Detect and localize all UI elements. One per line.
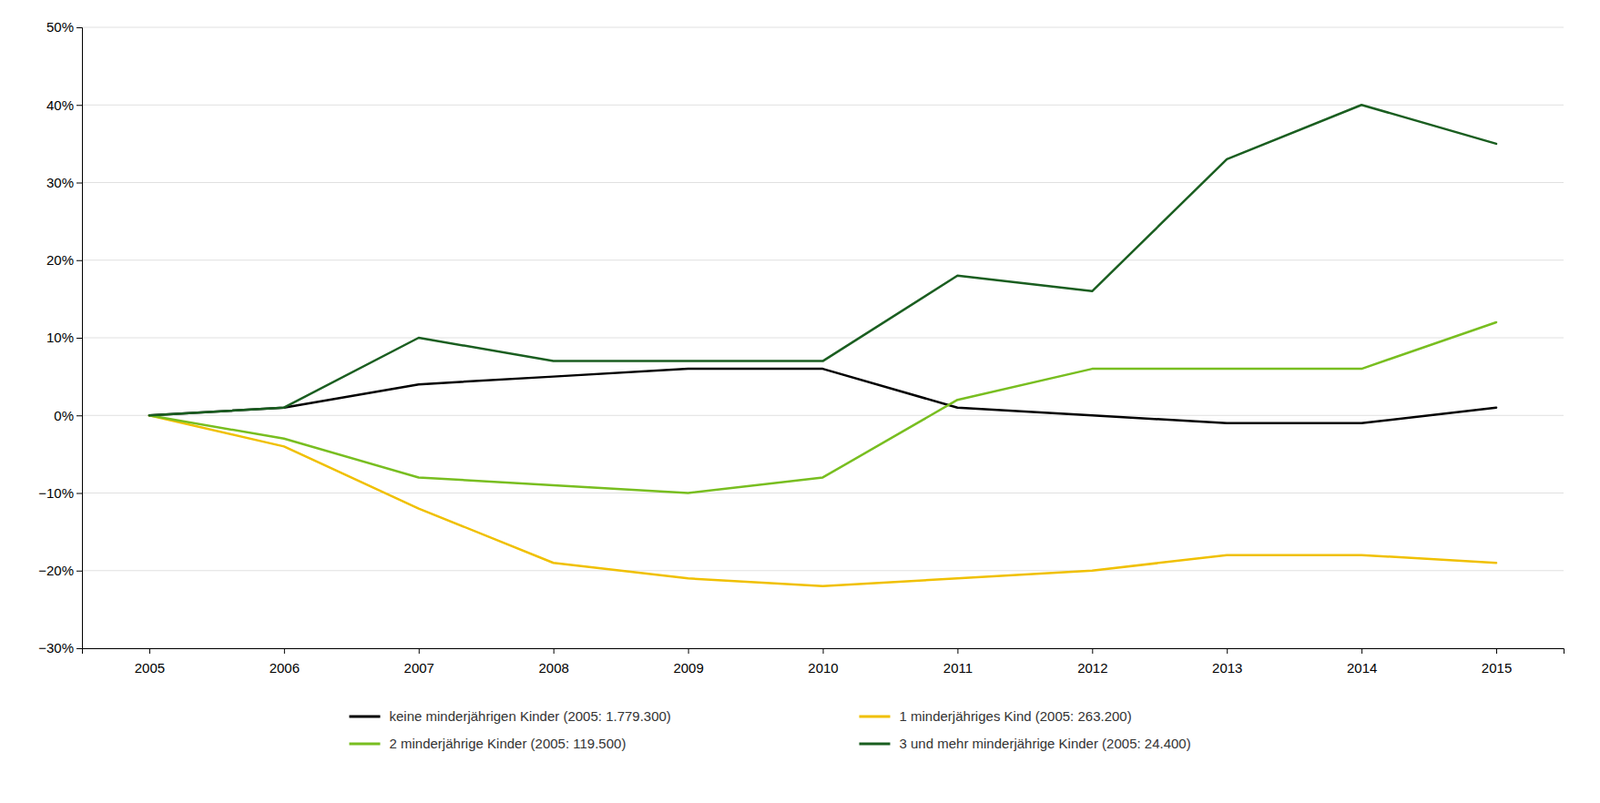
series-line — [149, 368, 1497, 424]
axis-line — [76, 28, 83, 650]
x-axis: 2005 2006 2007 2008 2009 2010 2011 2012 2013 2014… — [82, 648, 1565, 676]
legend-label: 1 minderjähriges Kind (2005: 263.200) — [899, 708, 1132, 724]
legend-swatch — [349, 743, 381, 746]
tick-label: 2008 — [538, 660, 569, 676]
grid-line — [81, 415, 1564, 417]
y-tick: 50% — [46, 19, 82, 35]
x-tick: 2014 — [1346, 648, 1377, 676]
legend-label: 2 minderjährige Kinder (2005: 119.500) — [389, 735, 627, 752]
tick-mark — [76, 27, 82, 29]
tick-label: 0% — [53, 407, 74, 424]
grid-line — [81, 570, 1564, 571]
tick-label: 2014 — [1346, 660, 1377, 676]
tick-mark — [553, 648, 555, 654]
grid — [81, 27, 1564, 649]
tick-mark — [1496, 648, 1498, 654]
tick-mark — [76, 415, 82, 417]
tick-mark — [688, 648, 690, 654]
tick-label: 2015 — [1481, 660, 1512, 676]
tick-mark — [1091, 648, 1093, 654]
tick-mark — [957, 648, 958, 654]
x-tick: 2012 — [1077, 648, 1108, 676]
legend-item: 3 und mehr minderjährige Kinder (2005: 2… — [859, 735, 1192, 752]
grid-line — [81, 27, 1564, 29]
x-tick: 2015 — [1481, 648, 1512, 676]
tick-label: −30% — [38, 640, 74, 656]
y-tick: 10% — [46, 329, 82, 346]
grid-line — [81, 259, 1564, 261]
y-tick: −10% — [38, 485, 82, 501]
x-tick: 2010 — [807, 648, 838, 676]
series-line — [149, 322, 1497, 494]
series-line — [149, 104, 1497, 416]
series-line — [149, 415, 1497, 587]
tick-mark — [1226, 648, 1228, 654]
tick-mark — [76, 260, 82, 262]
y-tick: −30% — [38, 640, 82, 656]
tick-mark — [823, 648, 825, 654]
tick-label: 2007 — [404, 660, 435, 676]
x-tick: 2005 — [134, 648, 165, 676]
y-tick: 30% — [46, 174, 82, 191]
y-tick: 40% — [46, 97, 82, 113]
legend-swatch — [859, 715, 891, 719]
x-tick: 2009 — [672, 648, 704, 676]
tick-mark — [76, 183, 82, 184]
tick-mark — [149, 648, 151, 654]
y-tick: 20% — [46, 252, 82, 268]
tick-label: 2012 — [1077, 660, 1108, 676]
legend-label: 3 und mehr minderjährige Kinder (2005: 2… — [899, 735, 1192, 752]
grid-line — [81, 337, 1564, 339]
tick-mark — [418, 648, 420, 654]
tick-mark — [76, 493, 82, 495]
tick-label: −10% — [38, 485, 74, 501]
grid-line — [81, 492, 1564, 494]
tick-label: 2009 — [672, 660, 704, 676]
tick-mark — [284, 648, 286, 654]
y-axis: −30% −20% −10% 0% 10% 20% 30% 40% 50% — [38, 19, 82, 656]
tick-label: 10% — [46, 329, 74, 346]
tick-mark — [76, 648, 82, 650]
tick-mark — [76, 337, 82, 339]
tick-label: 2013 — [1212, 660, 1243, 676]
chart: 2005 2006 2007 2008 2009 2010 2011 2012 2013 2014… — [0, 0, 1600, 803]
x-tick: 2011 — [943, 648, 973, 676]
x-tick: 2008 — [538, 648, 569, 676]
y-tick: 0% — [53, 407, 82, 424]
tick-label: 2006 — [269, 660, 300, 676]
tick-label: −20% — [38, 562, 74, 579]
tick-label: 2011 — [943, 660, 973, 676]
tick-label: 2005 — [134, 660, 165, 676]
tick-label: 40% — [46, 97, 74, 113]
tick-label: 50% — [46, 19, 74, 35]
x-tick: 2006 — [269, 648, 300, 676]
tick-mark — [76, 104, 82, 106]
grid-line — [81, 104, 1564, 106]
legend-item: keine minderjährigen Kinder (2005: 1.779… — [349, 708, 672, 724]
legend-item: 2 minderjährige Kinder (2005: 119.500) — [349, 735, 627, 752]
legend-swatch — [349, 715, 381, 719]
tick-label: 30% — [46, 174, 74, 191]
tick-mark — [76, 570, 82, 572]
x-tick: 2013 — [1212, 648, 1243, 676]
axis-line — [82, 649, 1565, 655]
legend-label: keine minderjährigen Kinder (2005: 1.779… — [389, 708, 672, 724]
tick-label: 2010 — [807, 660, 838, 676]
grid-line — [81, 182, 1564, 184]
y-tick: −20% — [38, 562, 82, 579]
legend: keine minderjährigen Kinder (2005: 1.779… — [349, 708, 1192, 752]
plot-area: 2005 2006 2007 2008 2009 2010 2011 2012 2013 2014… — [38, 19, 1564, 676]
series-group — [149, 104, 1497, 587]
legend-item: 1 minderjähriges Kind (2005: 263.200) — [859, 708, 1132, 724]
x-tick: 2007 — [404, 648, 435, 676]
tick-label: 20% — [46, 252, 74, 268]
legend-swatch — [859, 743, 891, 746]
tick-mark — [1361, 648, 1363, 654]
